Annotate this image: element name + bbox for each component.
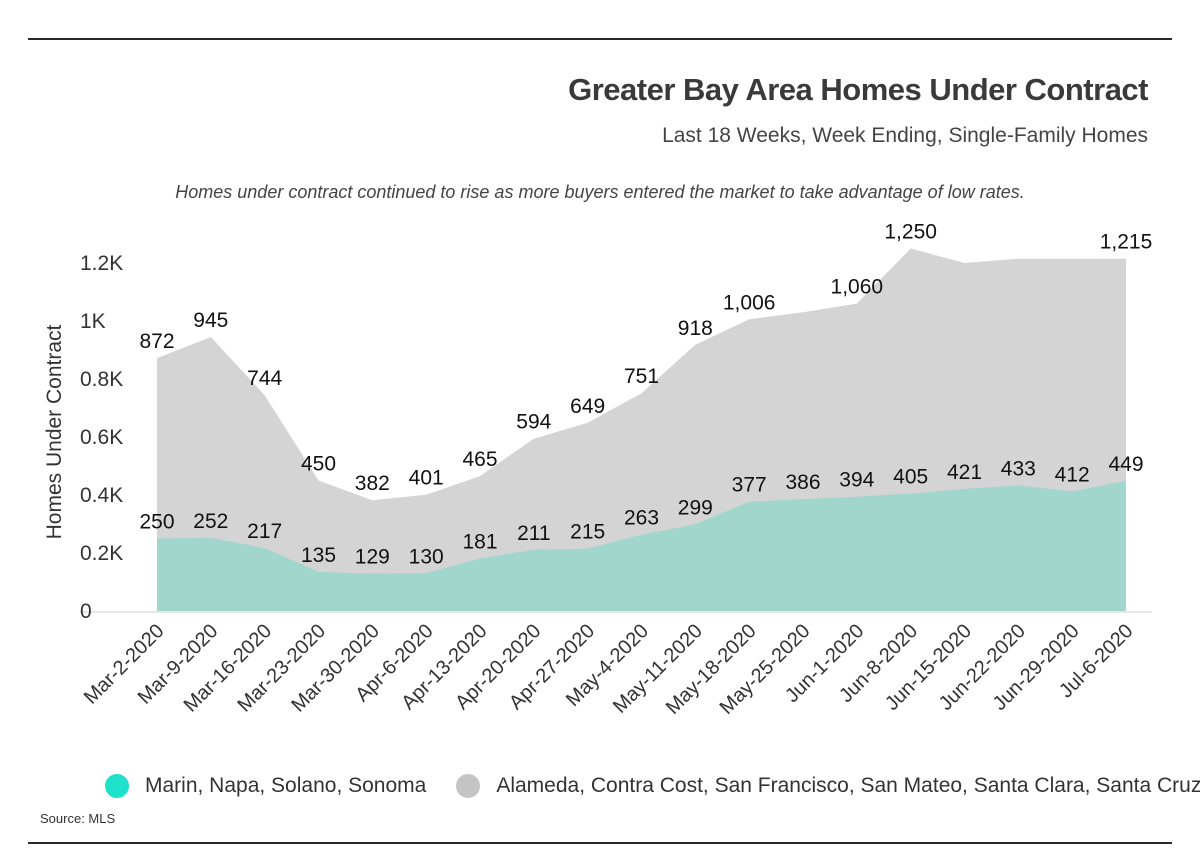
legend-label-bay-area: Alameda, Contra Cost, San Francisco, San… [496, 774, 1200, 797]
y-tick-label: 0.2K [80, 542, 123, 565]
data-label-series-0: 181 [462, 531, 497, 554]
data-label-series-1: 382 [355, 472, 390, 495]
legend-item-north-bay[interactable]: Marin, Napa, Solano, Sonoma [105, 774, 426, 798]
data-label-series-0: 299 [678, 496, 713, 519]
data-label-series-1: 1,006 [723, 291, 776, 314]
data-label-series-0: 129 [355, 546, 390, 569]
data-label-series-1: 649 [570, 395, 605, 418]
data-label-series-1: 751 [624, 365, 659, 388]
data-label-series-0: 215 [570, 521, 605, 544]
y-tick-label: 0.4K [80, 484, 123, 507]
area-series-0 [157, 480, 1126, 611]
chart-subtitle: Last 18 Weeks, Week Ending, Single-Famil… [662, 124, 1148, 147]
data-label-series-1: 450 [301, 453, 336, 476]
data-label-series-1: 401 [409, 467, 444, 490]
bottom-rule [28, 842, 1172, 844]
chart-annotation: Homes under contract continued to rise a… [175, 182, 1025, 202]
data-label-series-0: 449 [1108, 453, 1143, 476]
area-chart: 0 0.2K 0.4K 0.6K 0.8K 1K 1.2K Homes Under Contr… [43, 221, 1153, 719]
legend-label-north-bay: Marin, Napa, Solano, Sonoma [145, 774, 427, 797]
y-tick-label: 0 [80, 600, 92, 623]
legend-item-bay-area[interactable]: Alameda, Contra Cost, San Francisco, San… [456, 774, 1200, 798]
data-label-series-1: 1,250 [884, 221, 937, 244]
data-label-series-1: 872 [139, 330, 174, 353]
data-label-series-0: 130 [409, 545, 444, 568]
chart-title: Greater Bay Area Homes Under Contract [568, 72, 1148, 107]
data-label-series-0: 211 [517, 522, 550, 545]
y-tick-label: 1K [80, 310, 106, 333]
data-label-series-0: 217 [247, 520, 282, 543]
data-label-series-0: 394 [839, 469, 874, 492]
data-label-series-0: 433 [1001, 457, 1036, 480]
chart-legend: Marin, Napa, Solano, Sonoma Alameda, Con… [105, 774, 1200, 798]
data-label-series-0: 263 [624, 507, 659, 530]
data-label-series-0: 377 [732, 474, 767, 497]
y-tick-label: 0.6K [80, 426, 123, 449]
data-label-series-0: 250 [139, 511, 174, 534]
y-tick-label: 0.8K [80, 368, 123, 391]
data-label-series-0: 135 [301, 544, 336, 567]
data-label-series-0: 386 [785, 471, 820, 494]
y-axis-title: Homes Under Contract [43, 324, 66, 539]
data-label-series-0: 421 [947, 461, 982, 484]
top-rule [28, 38, 1172, 40]
data-label-series-0: 405 [893, 466, 928, 489]
data-label-series-1: 465 [462, 448, 497, 471]
data-label-series-1: 945 [193, 309, 228, 332]
data-label-series-1: 1,215 [1100, 231, 1153, 254]
legend-swatch-north-bay [105, 774, 129, 798]
data-label-series-1: 744 [247, 367, 282, 390]
source-note: Source: MLS [40, 811, 116, 826]
y-tick-label: 1.2K [80, 252, 123, 275]
data-label-series-1: 1,060 [831, 276, 884, 299]
data-label-series-1: 594 [516, 411, 551, 434]
legend-swatch-bay-area [456, 774, 481, 798]
data-label-series-1: 918 [678, 317, 713, 340]
data-label-series-0: 252 [193, 510, 228, 533]
data-label-series-0: 412 [1055, 464, 1090, 487]
